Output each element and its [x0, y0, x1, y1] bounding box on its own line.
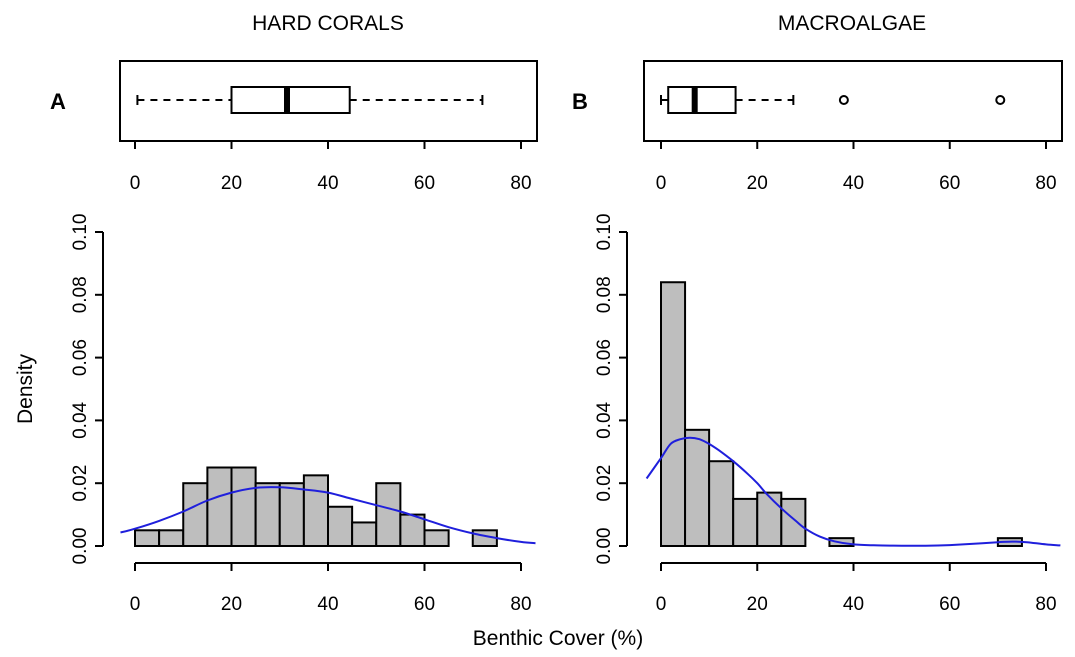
x-axis-tick-label: 0	[130, 594, 141, 615]
boxplot-x-tick-label: 20	[221, 173, 242, 194]
y-axis-title: Density	[14, 353, 37, 424]
histogram-bar	[254, 482, 281, 548]
x-axis-tick-label: 20	[747, 594, 768, 615]
histogram-b: 0 20 40 60 80 0.00 0.02 0.04 0.06 0.08 0.10	[594, 214, 1061, 615]
x-axis-tick-label: 40	[843, 594, 864, 615]
title-hard-corals: HARD CORALS	[252, 12, 404, 35]
x-axis-tick-label: 80	[510, 594, 531, 615]
y-axis-tick-label: 0.10	[70, 214, 91, 251]
boxplot-x-tick-label: 20	[747, 173, 768, 194]
x-axis-tick-label: 60	[414, 594, 435, 615]
density-curve	[645, 436, 1061, 547]
histogram-bar	[780, 497, 807, 547]
histogram-bar	[756, 491, 783, 547]
density-curve	[120, 486, 536, 545]
y-axis-tick-label: 0.02	[594, 465, 615, 502]
y-axis-tick-label: 0.08	[594, 276, 615, 313]
y-axis-tick-label: 0.06	[70, 339, 91, 376]
boxplot-x-tick-label: 60	[414, 173, 435, 194]
boxplot-x-tick-label: 40	[843, 173, 864, 194]
boxplot-x-tick-label: 0	[656, 173, 667, 194]
title-macroalgae: MACROALGAE	[778, 12, 926, 35]
boxplot-b: 0 20 40 60 80	[656, 86, 1057, 194]
histogram-bar	[660, 281, 687, 547]
iqr-box	[230, 86, 351, 114]
boxplot-x-tick-label: 80	[1035, 173, 1056, 194]
y-axis-tick-label: 0.10	[594, 214, 615, 251]
y-axis-tick-label: 0.00	[70, 528, 91, 565]
histogram-bar	[327, 505, 354, 547]
histogram-bar	[206, 466, 233, 547]
histogram-bar	[351, 521, 378, 548]
histogram-bar	[423, 529, 450, 547]
outlier-point	[838, 95, 849, 105]
boxplot-x-tick-label: 60	[939, 173, 960, 194]
panel-letter-b: B	[572, 89, 588, 114]
histogram-bar	[230, 466, 257, 547]
x-axis-tick-label: 20	[221, 594, 242, 615]
x-axis-title: Benthic Cover (%)	[473, 627, 643, 650]
boxplot-a: 0 20 40 60 80	[130, 86, 532, 194]
histogram-bar	[302, 474, 329, 548]
x-axis-tick-label: 40	[317, 594, 338, 615]
histogram-bar	[278, 482, 305, 548]
y-axis-tick-label: 0.00	[594, 528, 615, 565]
y-axis-tick-label: 0.04	[70, 401, 91, 438]
y-axis-tick-label: 0.08	[70, 276, 91, 313]
x-axis-tick-label: 60	[939, 594, 960, 615]
panel-letter-a: A	[50, 89, 66, 114]
histogram-bar	[732, 497, 759, 547]
histogram-bar	[684, 428, 711, 548]
histogram-bar	[158, 529, 185, 547]
histogram-bar	[134, 529, 161, 547]
boxplot-x-tick-label: 80	[510, 173, 531, 194]
histogram-bar	[708, 460, 735, 547]
histogram-bar	[182, 482, 209, 548]
x-axis-tick-label: 80	[1035, 594, 1056, 615]
iqr-box	[667, 86, 737, 114]
histogram-a: 0 20 40 60 80 0.00 0.02 0.04 0.06 0.08 0.10	[70, 214, 536, 615]
y-axis-tick-label: 0.06	[594, 339, 615, 376]
boxplot-x-tick-label: 40	[317, 173, 338, 194]
y-axis-tick-label: 0.02	[70, 465, 91, 502]
histogram-bar	[375, 482, 402, 548]
x-axis-tick-label: 0	[656, 594, 667, 615]
histogram-bar	[399, 513, 426, 547]
y-axis-tick-label: 0.04	[594, 401, 615, 438]
outlier-point	[995, 95, 1006, 105]
boxplot-x-tick-label: 0	[130, 173, 141, 194]
